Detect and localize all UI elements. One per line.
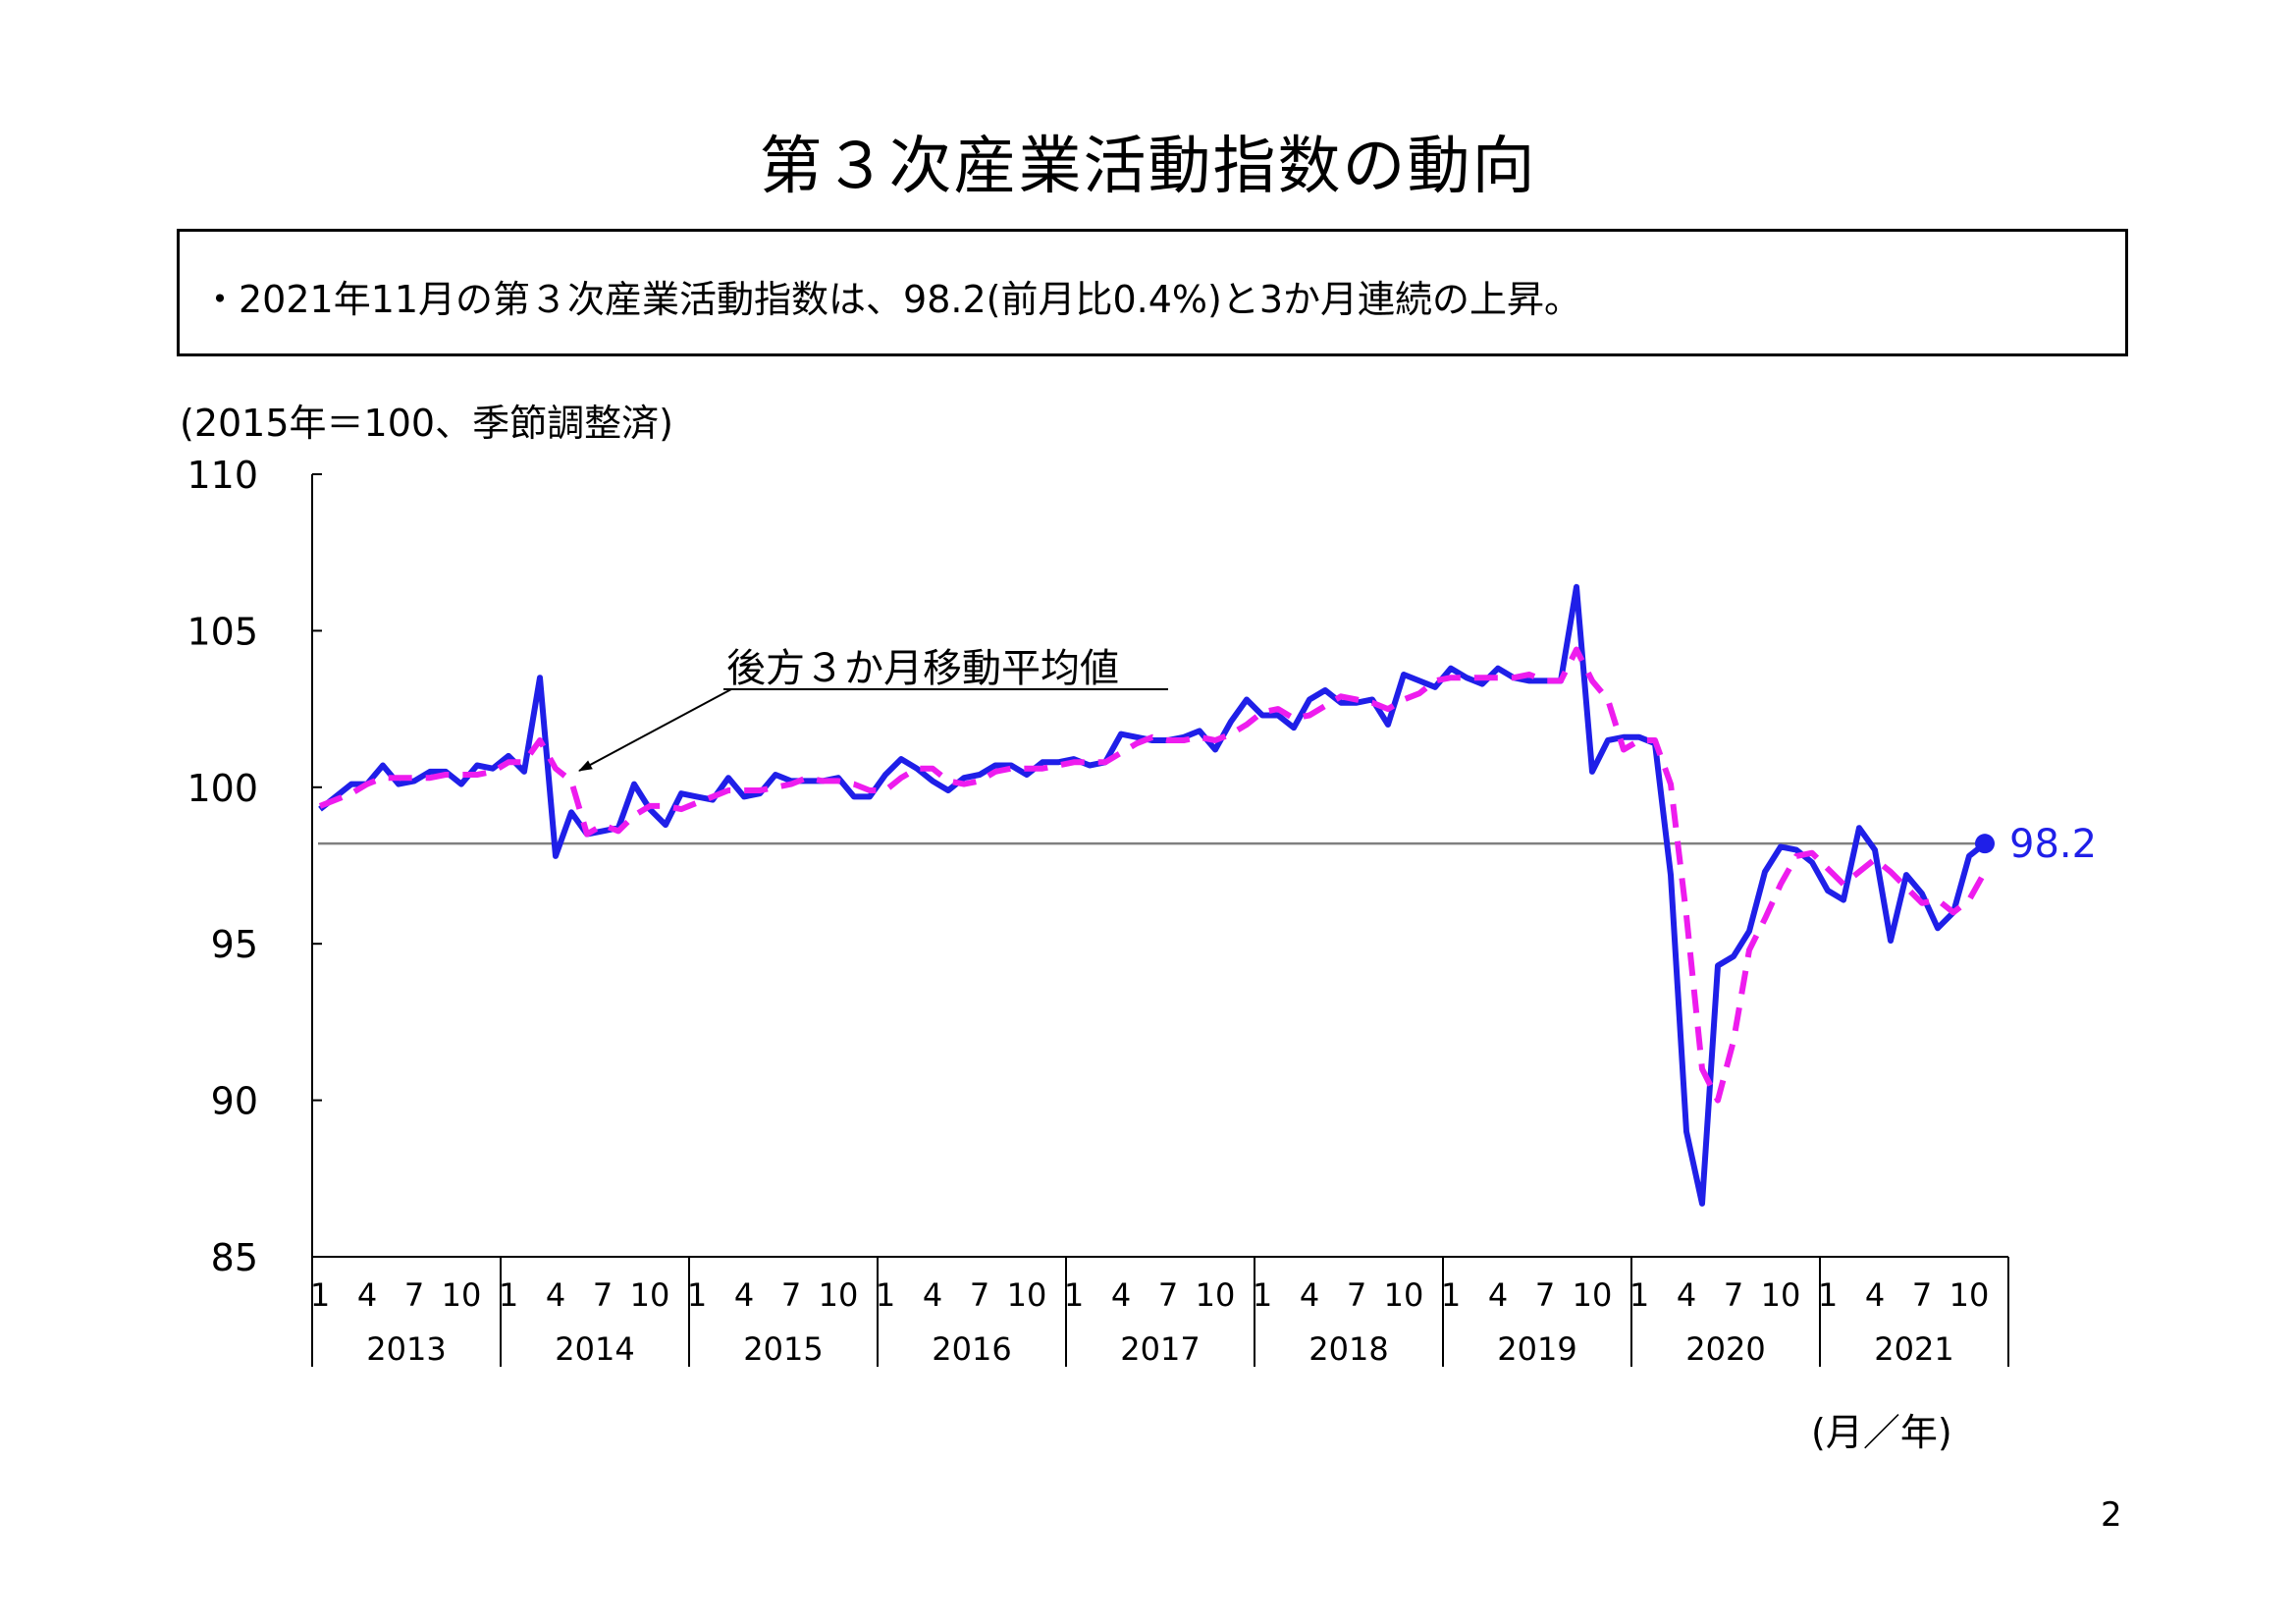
x-year-label: 2015 — [743, 1330, 823, 1368]
latest-value-label: 98.2 — [2009, 822, 2097, 867]
x-year-label: 2013 — [366, 1330, 446, 1368]
x-month-label: 1 — [1064, 1276, 1084, 1314]
series-line-index — [318, 583, 1987, 1207]
x-month-label: 4 — [923, 1276, 942, 1314]
x-month-label: 7 — [1912, 1276, 1932, 1314]
x-month-label: 4 — [546, 1276, 565, 1314]
y-axis-unit-label: (2015年＝100、季節調整済) — [180, 402, 673, 445]
latest-point-marker — [1975, 834, 1995, 854]
x-month-label: 10 — [1007, 1276, 1047, 1314]
x-year-label: 2019 — [1497, 1330, 1576, 1368]
y-tick-label: 90 — [211, 1080, 258, 1123]
x-month-label: 7 — [781, 1276, 801, 1314]
x-month-label: 7 — [1347, 1276, 1366, 1314]
x-month-label: 10 — [630, 1276, 670, 1314]
x-month-label: 10 — [1761, 1276, 1801, 1314]
x-month-label: 4 — [1488, 1276, 1508, 1314]
y-tick-label: 105 — [187, 610, 258, 653]
x-month-label: 1 — [1818, 1276, 1838, 1314]
x-month-label: 10 — [819, 1276, 859, 1314]
x-month-label: 7 — [593, 1276, 613, 1314]
x-month-label: 4 — [1865, 1276, 1885, 1314]
x-month-label: 4 — [1677, 1276, 1696, 1314]
x-year-label: 2014 — [555, 1330, 634, 1368]
x-year-label: 2017 — [1120, 1330, 1200, 1368]
x-axis-unit-label: (月／年) — [1811, 1411, 1952, 1454]
annotation-arrow — [578, 688, 732, 772]
x-month-label: 7 — [1535, 1276, 1555, 1314]
x-month-label: 7 — [970, 1276, 989, 1314]
page-title: 第３次産業活動指数の動向 — [759, 131, 1537, 203]
x-month-label: 1 — [876, 1276, 895, 1314]
x-month-label: 4 — [1111, 1276, 1131, 1314]
y-tick-label: 85 — [211, 1236, 258, 1279]
annotation-text: 後方３か月移動平均値 — [726, 646, 1119, 691]
x-month-label: 4 — [1300, 1276, 1319, 1314]
y-tick-label: 110 — [187, 454, 258, 497]
x-month-label: 10 — [1384, 1276, 1424, 1314]
x-month-label: 1 — [1441, 1276, 1461, 1314]
series-line-moving_average — [318, 646, 1988, 1104]
x-month-label: 1 — [310, 1276, 330, 1314]
x-month-label: 10 — [1196, 1276, 1236, 1314]
x-month-label: 10 — [1949, 1276, 1990, 1314]
x-month-label: 7 — [1158, 1276, 1178, 1314]
x-month-label: 4 — [734, 1276, 754, 1314]
x-month-label: 1 — [687, 1276, 707, 1314]
y-tick-label: 100 — [187, 767, 258, 810]
x-month-label: 10 — [442, 1276, 482, 1314]
x-month-label: 10 — [1573, 1276, 1613, 1314]
summary-text: ・2021年11月の第３次産業活動指数は、98.2(前月比0.4%)と3か月連続… — [201, 278, 1582, 321]
x-month-label: 1 — [499, 1276, 518, 1314]
x-year-label: 2018 — [1308, 1330, 1388, 1368]
y-tick-label: 95 — [211, 923, 258, 966]
x-month-label: 4 — [357, 1276, 377, 1314]
page-number: 2 — [2101, 1495, 2122, 1535]
x-year-label: 2020 — [1685, 1330, 1765, 1368]
x-month-label: 1 — [1629, 1276, 1649, 1314]
x-month-label: 1 — [1253, 1276, 1272, 1314]
summary-box: ・2021年11月の第３次産業活動指数は、98.2(前月比0.4%)と3か月連続… — [177, 229, 2128, 356]
x-month-label: 7 — [404, 1276, 424, 1314]
x-year-label: 2016 — [932, 1330, 1011, 1368]
x-month-label: 7 — [1724, 1276, 1743, 1314]
x-year-label: 2021 — [1874, 1330, 1953, 1368]
